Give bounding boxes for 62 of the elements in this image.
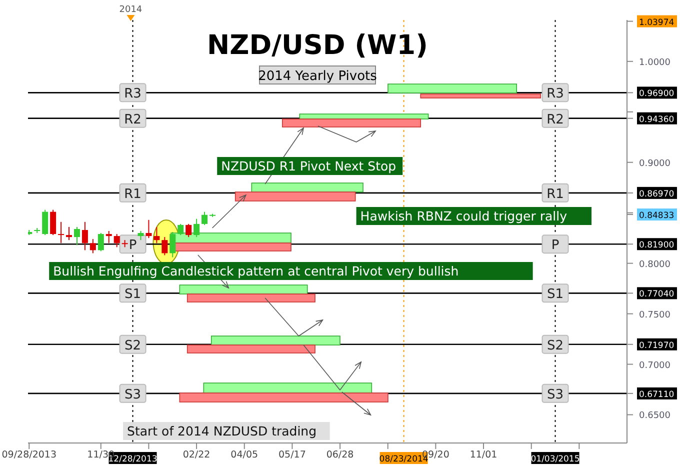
ref-line-label: R1 bbox=[124, 186, 142, 202]
candlestick bbox=[202, 211, 208, 226]
y-tick-label: 1.03974 bbox=[639, 18, 674, 28]
y-tick-label: 0.81900 bbox=[639, 240, 674, 251]
text: S3 bbox=[546, 387, 564, 402]
text: R2 bbox=[546, 112, 564, 128]
x-tick-label: 09/28/2013 bbox=[2, 450, 57, 461]
y-tick-label: 0.67110 bbox=[639, 390, 674, 400]
x-tick-label: 11/01 bbox=[470, 450, 498, 461]
candlestick bbox=[146, 219, 152, 239]
x-tick-label: 06/28 bbox=[326, 450, 354, 461]
candlestick bbox=[98, 232, 104, 252]
y-tick-label: 1.0000 bbox=[639, 58, 671, 68]
candlestick bbox=[82, 221, 88, 251]
text: S1 bbox=[546, 287, 564, 302]
text: P bbox=[551, 238, 560, 254]
ref-line-label: R2 bbox=[124, 112, 142, 128]
ref-line-label: R3 bbox=[124, 86, 142, 102]
candlestick bbox=[58, 221, 64, 244]
candlestick bbox=[114, 234, 120, 248]
x-tick-label: 02/22 bbox=[182, 450, 210, 461]
candlestick bbox=[66, 226, 72, 241]
text: R3 bbox=[546, 86, 564, 102]
candlestick bbox=[186, 223, 192, 238]
y-tick-label: 0.96900 bbox=[639, 89, 674, 100]
y-tick-label: 0.77040 bbox=[639, 290, 674, 300]
y-tick-label: 0.7000 bbox=[639, 360, 671, 371]
text: 2014 Yearly Pivots bbox=[258, 69, 378, 84]
y-tick-label: 0.71970 bbox=[639, 340, 674, 351]
candlestick bbox=[106, 230, 112, 244]
ref-line-label: P bbox=[128, 238, 137, 254]
annotation: NZDUSD R1 Pivot Next Stop bbox=[221, 158, 396, 174]
annotation: Start of 2014 NZDUSD trading bbox=[127, 424, 317, 438]
ref-line-label: 01/03/2015 bbox=[530, 454, 580, 464]
candlestick bbox=[50, 209, 56, 236]
y-tick-label: 0.86970 bbox=[639, 189, 674, 200]
text: R1 bbox=[546, 186, 564, 202]
annotation: Bullish Engulfing Candlestick pattern at central Pivot very bullish bbox=[53, 264, 459, 278]
ref-line-label: S3 bbox=[124, 387, 142, 402]
y-tick-label: 0.8000 bbox=[639, 260, 671, 270]
candlestick bbox=[194, 218, 200, 238]
text: 2014 bbox=[119, 5, 142, 15]
candlestick bbox=[74, 226, 80, 246]
ref-line-label: S2 bbox=[124, 338, 142, 354]
y-tick-label: 0.94360 bbox=[639, 114, 674, 125]
candlestick bbox=[138, 230, 144, 241]
candlestick bbox=[178, 223, 184, 236]
candlestick bbox=[154, 226, 160, 244]
ref-line-label: S1 bbox=[124, 287, 142, 302]
candlestick bbox=[42, 209, 48, 236]
y-tick-label: 0.84833 bbox=[639, 211, 674, 222]
annotation: Hawkish RBNZ could trigger rally bbox=[360, 208, 568, 224]
x-tick-label: 04/05 bbox=[230, 450, 258, 461]
x-tick-label: 05/17 bbox=[278, 450, 306, 461]
text: S2 bbox=[546, 338, 564, 354]
y-tick-label: 0.7500 bbox=[639, 310, 671, 320]
candlestick bbox=[170, 232, 176, 258]
chart-title: NZD/USD (W1) bbox=[207, 30, 428, 61]
y-tick-label: 0.6500 bbox=[639, 411, 671, 422]
candlestick bbox=[162, 236, 168, 256]
candlestick bbox=[90, 238, 96, 254]
y-tick-label: 0.9000 bbox=[639, 158, 671, 169]
